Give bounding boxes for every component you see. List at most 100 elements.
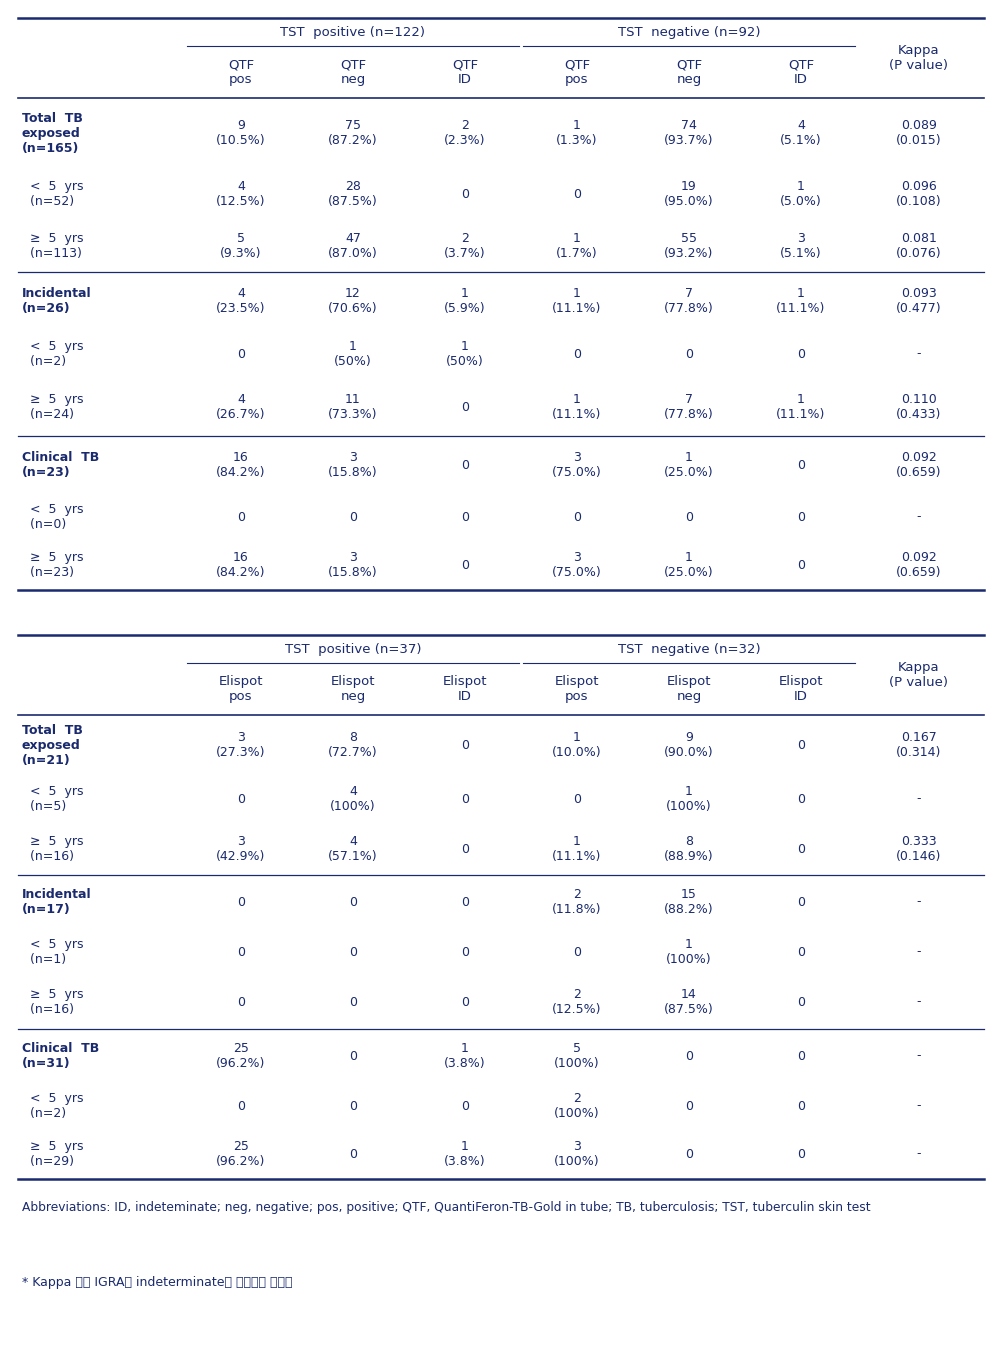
Text: 19
(95.0%): 19 (95.0%) bbox=[664, 179, 713, 208]
Text: 0.093
(0.477): 0.093 (0.477) bbox=[896, 286, 942, 315]
Text: 4
(26.7%): 4 (26.7%) bbox=[216, 393, 266, 421]
Text: QTF
ID: QTF ID bbox=[788, 58, 814, 86]
Text: ≥  5  yrs
  (n=23): ≥ 5 yrs (n=23) bbox=[22, 551, 83, 580]
Text: 0: 0 bbox=[797, 945, 805, 959]
Text: <  5  yrs
  (n=0): < 5 yrs (n=0) bbox=[22, 503, 83, 532]
Text: 0: 0 bbox=[797, 1049, 805, 1063]
Text: 3
(5.1%): 3 (5.1%) bbox=[781, 232, 822, 260]
Text: -: - bbox=[917, 945, 921, 959]
Text: 0: 0 bbox=[237, 896, 245, 908]
Text: Incidental
(n=26): Incidental (n=26) bbox=[22, 286, 91, 315]
Text: <  5  yrs
  (n=52): < 5 yrs (n=52) bbox=[22, 179, 83, 208]
Text: 0: 0 bbox=[797, 459, 805, 471]
Text: Elispot
ID: Elispot ID bbox=[443, 675, 487, 703]
Text: 1
(11.1%): 1 (11.1%) bbox=[777, 286, 826, 315]
Text: 0: 0 bbox=[237, 792, 245, 806]
Text: 0.110
(0.433): 0.110 (0.433) bbox=[897, 393, 942, 421]
Text: 1
(11.1%): 1 (11.1%) bbox=[777, 393, 826, 421]
Text: 25
(96.2%): 25 (96.2%) bbox=[216, 1140, 266, 1169]
Text: 11
(73.3%): 11 (73.3%) bbox=[329, 393, 378, 421]
Text: 47
(87.0%): 47 (87.0%) bbox=[328, 232, 378, 260]
Text: Incidental
(n=17): Incidental (n=17) bbox=[22, 888, 91, 917]
Text: 3
(27.3%): 3 (27.3%) bbox=[216, 732, 266, 759]
Text: 4
(23.5%): 4 (23.5%) bbox=[216, 286, 266, 315]
Text: 0: 0 bbox=[797, 996, 805, 1008]
Text: 0: 0 bbox=[797, 1148, 805, 1160]
Text: 3
(75.0%): 3 (75.0%) bbox=[552, 451, 602, 479]
Text: 1
(50%): 1 (50%) bbox=[446, 340, 484, 369]
Text: 0: 0 bbox=[797, 1100, 805, 1112]
Text: 4
(12.5%): 4 (12.5%) bbox=[216, 179, 266, 208]
Text: 7
(77.8%): 7 (77.8%) bbox=[664, 393, 713, 421]
Text: <  5  yrs
  (n=5): < 5 yrs (n=5) bbox=[22, 785, 83, 812]
Text: Clinical  TB
(n=31): Clinical TB (n=31) bbox=[22, 1043, 99, 1070]
Text: 0: 0 bbox=[573, 945, 581, 959]
Text: 0: 0 bbox=[461, 996, 469, 1008]
Text: <  5  yrs
  (n=2): < 5 yrs (n=2) bbox=[22, 1092, 83, 1121]
Text: 1
(3.8%): 1 (3.8%) bbox=[444, 1140, 486, 1169]
Text: 0: 0 bbox=[461, 896, 469, 908]
Text: 16
(84.2%): 16 (84.2%) bbox=[216, 551, 266, 580]
Text: QTF
pos: QTF pos bbox=[564, 58, 590, 86]
Text: -: - bbox=[917, 1049, 921, 1063]
Text: 9
(10.5%): 9 (10.5%) bbox=[216, 119, 266, 147]
Text: 0: 0 bbox=[461, 459, 469, 471]
Text: 1
(5.9%): 1 (5.9%) bbox=[444, 286, 486, 315]
Text: 0.089
(0.015): 0.089 (0.015) bbox=[896, 119, 942, 147]
Text: Kappa
(P value): Kappa (P value) bbox=[890, 660, 949, 689]
Text: 1
(50%): 1 (50%) bbox=[334, 340, 372, 369]
Text: 9
(90.0%): 9 (90.0%) bbox=[664, 732, 713, 759]
Text: 0: 0 bbox=[797, 843, 805, 855]
Text: 0: 0 bbox=[461, 945, 469, 959]
Text: 0.092
(0.659): 0.092 (0.659) bbox=[896, 451, 942, 479]
Text: 1
(100%): 1 (100%) bbox=[666, 785, 711, 812]
Text: 3
(75.0%): 3 (75.0%) bbox=[552, 551, 602, 580]
Text: 4
(5.1%): 4 (5.1%) bbox=[781, 119, 822, 147]
Text: 0: 0 bbox=[349, 1148, 357, 1160]
Text: 25
(96.2%): 25 (96.2%) bbox=[216, 1043, 266, 1070]
Text: -: - bbox=[917, 1100, 921, 1112]
Text: 1
(1.3%): 1 (1.3%) bbox=[556, 119, 598, 147]
Text: 0: 0 bbox=[685, 1049, 693, 1063]
Text: 3
(42.9%): 3 (42.9%) bbox=[216, 834, 266, 863]
Text: 0: 0 bbox=[797, 896, 805, 908]
Text: TST  negative (n=32): TST negative (n=32) bbox=[617, 643, 761, 655]
Text: 0.092
(0.659): 0.092 (0.659) bbox=[896, 551, 942, 580]
Text: 4
(57.1%): 4 (57.1%) bbox=[329, 834, 378, 863]
Text: 1
(25.0%): 1 (25.0%) bbox=[664, 551, 713, 580]
Text: 1
(1.7%): 1 (1.7%) bbox=[556, 232, 598, 260]
Text: 0: 0 bbox=[349, 896, 357, 908]
Text: 0: 0 bbox=[237, 996, 245, 1008]
Text: Clinical  TB
(n=23): Clinical TB (n=23) bbox=[22, 451, 99, 479]
Text: 3
(100%): 3 (100%) bbox=[554, 1140, 600, 1169]
Text: QTF
pos: QTF pos bbox=[227, 58, 255, 86]
Text: ≥  5  yrs
  (n=16): ≥ 5 yrs (n=16) bbox=[22, 988, 83, 1017]
Text: * Kappa 값은 IGRA의 indeterminate는 무시하고 계산함: * Kappa 값은 IGRA의 indeterminate는 무시하고 계산함 bbox=[22, 1275, 293, 1289]
Text: 7
(77.8%): 7 (77.8%) bbox=[664, 286, 713, 315]
Text: QTF
neg: QTF neg bbox=[676, 58, 702, 86]
Text: 0: 0 bbox=[461, 792, 469, 806]
Text: 1
(11.1%): 1 (11.1%) bbox=[552, 834, 601, 863]
Text: 0: 0 bbox=[461, 511, 469, 523]
Text: 0: 0 bbox=[349, 996, 357, 1008]
Text: 1
(25.0%): 1 (25.0%) bbox=[664, 451, 713, 479]
Text: Elispot
ID: Elispot ID bbox=[779, 675, 824, 703]
Text: Elispot
neg: Elispot neg bbox=[666, 675, 711, 703]
Text: ≥  5  yrs
  (n=113): ≥ 5 yrs (n=113) bbox=[22, 232, 83, 260]
Text: 28
(87.5%): 28 (87.5%) bbox=[328, 179, 378, 208]
Text: TST  positive (n=37): TST positive (n=37) bbox=[285, 643, 421, 655]
Text: 0: 0 bbox=[237, 945, 245, 959]
Text: 0: 0 bbox=[685, 1100, 693, 1112]
Text: 0: 0 bbox=[237, 511, 245, 523]
Text: Total  TB
exposed
(n=165): Total TB exposed (n=165) bbox=[22, 111, 83, 155]
Text: TST  negative (n=92): TST negative (n=92) bbox=[618, 26, 761, 38]
Text: 16
(84.2%): 16 (84.2%) bbox=[216, 451, 266, 479]
Text: 5
(9.3%): 5 (9.3%) bbox=[220, 232, 262, 260]
Text: 2
(2.3%): 2 (2.3%) bbox=[444, 119, 486, 147]
Text: 0: 0 bbox=[461, 188, 469, 200]
Text: 1
(5.0%): 1 (5.0%) bbox=[781, 179, 822, 208]
Text: 1
(10.0%): 1 (10.0%) bbox=[552, 732, 602, 759]
Text: 0: 0 bbox=[797, 738, 805, 752]
Text: 5
(100%): 5 (100%) bbox=[554, 1043, 600, 1070]
Text: 0: 0 bbox=[461, 843, 469, 855]
